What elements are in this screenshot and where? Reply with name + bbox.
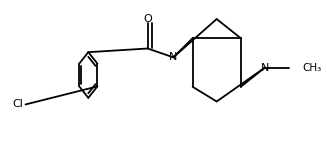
Text: N: N [261, 63, 269, 73]
Text: O: O [143, 14, 152, 24]
Text: N: N [169, 52, 178, 62]
Text: Cl: Cl [12, 99, 23, 110]
Text: CH₃: CH₃ [302, 63, 322, 73]
